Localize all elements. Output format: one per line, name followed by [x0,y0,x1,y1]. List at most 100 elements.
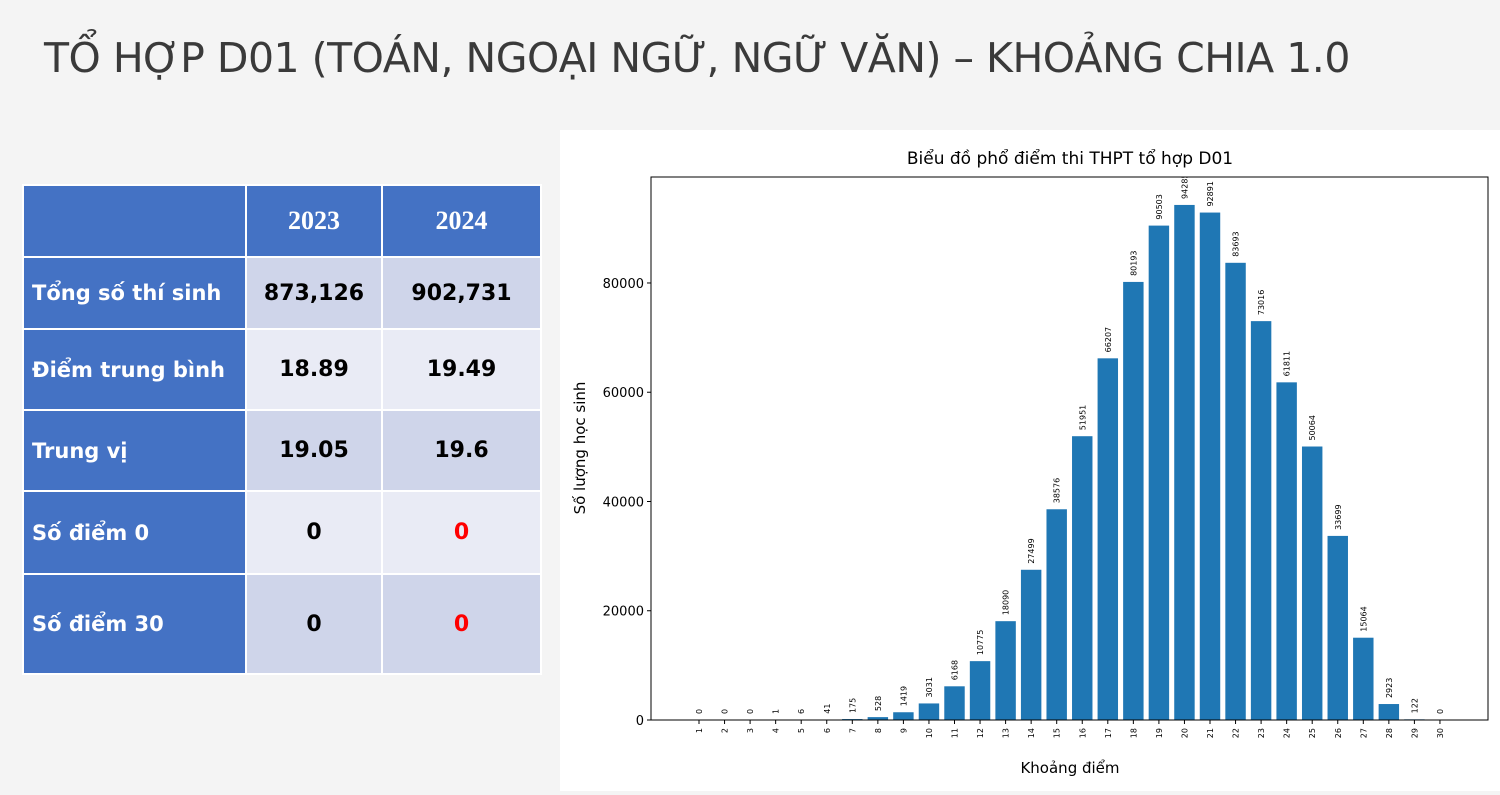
x-tick-label: 9 [899,728,908,733]
cell-2023: 0 [246,491,382,574]
cell-2024: 19.6 [382,410,541,491]
bar [1251,321,1271,720]
x-tick-label: 3 [746,728,755,733]
x-tick-label: 14 [1027,728,1036,738]
x-tick-label: 22 [1232,728,1241,738]
table-row: Tổng số thí sinh 873,126 902,731 [23,257,541,329]
bar [1225,263,1245,720]
bar-value-label: 15064 [1359,606,1368,631]
row-label: Trung vị [23,410,246,491]
bar [944,686,964,720]
bar-value-label: 83693 [1232,231,1241,256]
bar-value-label: 0 [721,709,730,714]
bar-value-label: 1419 [899,686,908,706]
x-tick-label: 27 [1359,728,1368,738]
bar [1302,447,1322,720]
x-tick-label: 16 [1078,728,1087,738]
bar [1098,358,1118,720]
bar-value-label: 66207 [1104,327,1113,352]
bar [1072,436,1092,720]
x-tick-label: 4 [772,728,781,733]
bar [1328,536,1348,720]
x-tick-label: 26 [1334,728,1343,738]
bar-value-label: 2923 [1385,678,1394,698]
x-tick-label: 8 [874,728,883,733]
x-tick-label: 7 [848,728,857,733]
bar-value-label: 38576 [1053,478,1062,503]
x-tick-label: 23 [1257,728,1266,738]
bar [1046,509,1066,720]
x-tick-label: 10 [925,728,934,738]
x-tick-label: 15 [1053,728,1062,738]
x-tick-label: 11 [951,728,960,738]
cell-2023: 873,126 [246,257,382,329]
bar [1379,704,1399,720]
cell-2023: 0 [246,574,382,674]
bar-value-label: 0 [746,709,755,714]
cell-2024: 902,731 [382,257,541,329]
x-tick-label: 25 [1308,728,1317,738]
y-tick-label: 60000 [603,386,644,401]
cell-2024: 19.49 [382,329,541,410]
x-tick-label: 18 [1129,728,1138,738]
bar-value-label: 50064 [1308,415,1317,440]
bar [1123,282,1143,720]
x-tick-label: 24 [1283,728,1292,738]
y-tick-label: 20000 [603,605,644,620]
x-tick-label: 13 [1002,728,1011,738]
x-tick-label: 2 [721,728,730,733]
x-axis-label: Khoảng điểm [1020,759,1119,777]
bar-value-label: 0 [1436,709,1445,714]
row-label: Số điểm 30 [23,574,246,674]
bar [970,661,990,720]
row-label: Tổng số thí sinh [23,257,246,329]
bar-value-label: 27499 [1027,538,1036,563]
header-blank [23,185,246,257]
x-tick-label: 30 [1436,728,1445,738]
bar-value-label: 18090 [1002,590,1011,615]
x-tick-label: 12 [976,728,985,738]
x-tick-label: 6 [823,728,832,733]
y-axis-label: Số lượng học sinh [571,382,589,515]
row-label: Số điểm 0 [23,491,246,574]
bar-value-label: 3031 [925,677,934,697]
bar-value-label: 1 [772,709,781,714]
table-row: Trung vị 19.05 19.6 [23,410,541,491]
slide-title: TỔ HỢP D01 (TOÁN, NGOẠI NGỮ, NGỮ VĂN) – … [44,34,1350,82]
chart-panel: Biểu đồ phổ điểm thi THPT tổ hợp D01 Kho… [560,130,1500,791]
bar [919,703,939,720]
y-tick-label: 80000 [603,277,644,292]
bar [1149,226,1169,720]
x-tick-label: 21 [1206,728,1215,738]
bar [995,621,1015,720]
bar-value-label: 41 [823,704,832,714]
bar-value-label: 528 [874,696,883,711]
bar-value-label: 6168 [951,660,960,680]
bar-value-label: 33699 [1334,504,1343,529]
table-row: Số điểm 30 0 0 [23,574,541,674]
table-row: Số điểm 0 0 0 [23,491,541,574]
x-tick-label: 5 [797,728,806,733]
row-label: Điểm trung bình [23,329,246,410]
bar-value-label: 51951 [1078,405,1087,430]
y-tick-label: 0 [636,714,644,729]
bar [893,712,913,720]
bar-value-label: 61811 [1283,351,1292,376]
bar [1276,382,1296,720]
table-row: Điểm trung bình 18.89 19.49 [23,329,541,410]
cell-2024: 0 [382,574,541,674]
bar-value-label: 10775 [976,630,985,655]
x-tick-label: 29 [1410,728,1419,738]
x-tick-label: 1 [695,728,704,733]
bar-value-label: 6 [797,709,806,714]
bar [1021,570,1041,720]
bar-value-label: 92891 [1206,181,1215,206]
cell-2024: 0 [382,491,541,574]
bar-value-label: 175 [848,698,857,713]
stats-table: 2023 2024 Tổng số thí sinh 873,126 902,7… [22,184,542,675]
x-tick-label: 28 [1385,728,1394,738]
x-tick-label: 20 [1180,728,1189,738]
header-2024: 2024 [382,185,541,257]
bar [1174,205,1194,720]
histogram-chart: Biểu đồ phổ điểm thi THPT tổ hợp D01 Kho… [560,130,1500,791]
